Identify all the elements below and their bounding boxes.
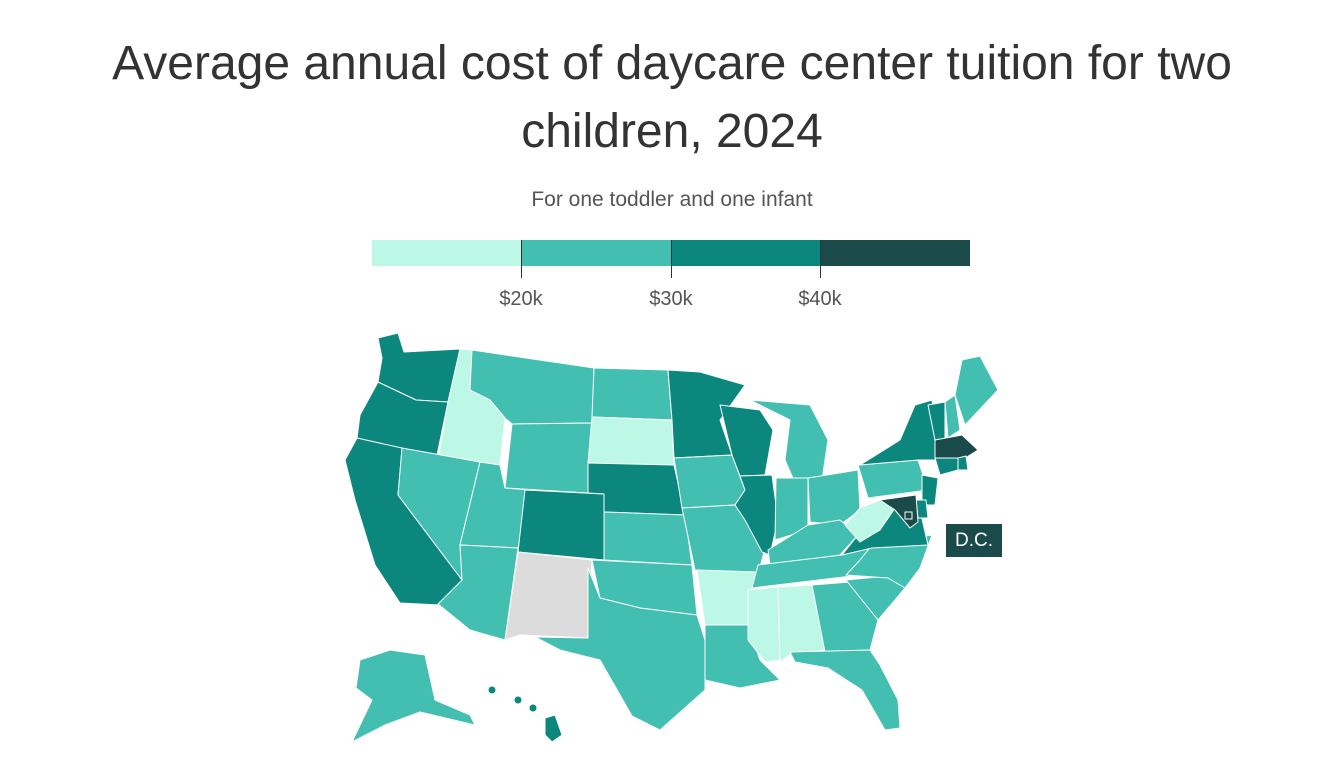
state-HI	[544, 714, 563, 743]
state-HI-island	[528, 703, 538, 713]
state-CO	[517, 489, 605, 561]
state-IA	[673, 454, 746, 509]
state-OH	[807, 469, 861, 526]
state-MO	[681, 504, 766, 576]
legend-tick-40k	[820, 240, 821, 278]
state-RI	[957, 455, 969, 471]
legend-bin-20k-30k	[522, 240, 672, 266]
state-NJ	[921, 474, 939, 506]
state-PA	[857, 459, 929, 499]
state-TX	[534, 567, 706, 731]
state-MS	[747, 586, 781, 663]
legend-label-30k: $30k	[649, 288, 693, 310]
state-HI-island	[513, 695, 523, 705]
legend-label-40k: $40k	[798, 288, 842, 310]
state-MA	[934, 434, 979, 461]
state-WY	[504, 422, 593, 494]
legend-label-20k: $20k	[499, 288, 543, 310]
state-NY	[859, 399, 941, 466]
state-CT	[934, 457, 959, 476]
title-line-1: Average annual cost of daycare center tu…	[112, 37, 1232, 90]
state-IL	[734, 474, 779, 556]
legend-bin-under-20k	[372, 240, 522, 266]
legend-tick-20k	[521, 240, 522, 278]
legend-bin-30k-40k	[672, 240, 821, 266]
state-AK	[351, 649, 476, 743]
dc-callout-label: D.C.	[946, 524, 1002, 557]
state-FL	[789, 649, 901, 731]
state-ND	[591, 367, 673, 421]
state-NM	[504, 551, 593, 641]
chart-subtitle: For one toddler and one infant	[531, 188, 813, 211]
state-ME	[954, 355, 999, 426]
state-NH	[944, 394, 961, 439]
color-legend: $20k $30k $40k	[372, 240, 970, 310]
title-line-2: children, 2024	[521, 105, 823, 158]
legend-bin-over-40k	[821, 240, 970, 266]
legend-tick-30k	[671, 240, 672, 278]
state-HI-island	[487, 685, 497, 695]
state-DC	[904, 511, 913, 520]
state-SD	[587, 416, 675, 471]
state-MD	[879, 494, 919, 529]
state-NC	[845, 534, 933, 589]
state-MN	[667, 369, 746, 459]
state-KS	[603, 511, 693, 566]
us-choropleth-map	[344, 332, 999, 743]
chart-title: Average annual cost of daycare center tu…	[0, 30, 1344, 166]
